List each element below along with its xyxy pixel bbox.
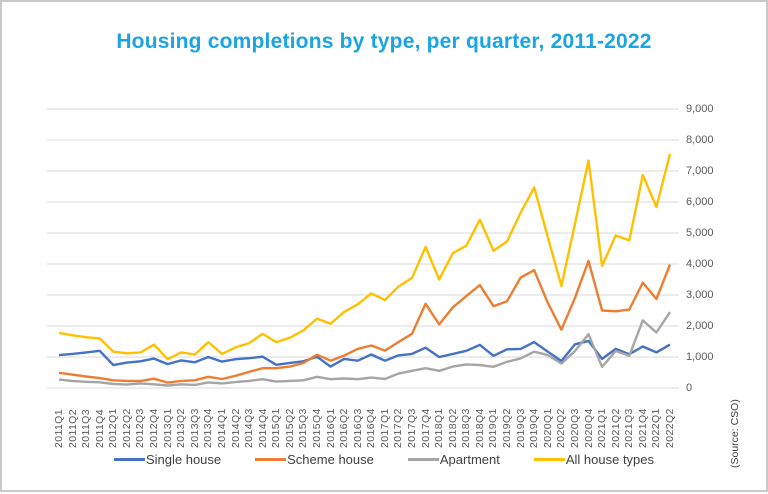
x-tick-label: 2011Q3 [80,409,93,448]
series-line-all-house-types [58,153,672,361]
x-tick-label: 2012Q2 [120,408,133,448]
y-tick-label: 2,000 [686,319,714,332]
x-tick-label: 2015Q3 [297,408,310,448]
y-tick-label: 3,000 [686,288,714,301]
x-tick-label: 2013Q1 [161,408,174,448]
legend-line-swatch [533,457,565,462]
x-tick-label: 2019Q2 [501,408,514,448]
x-tick-label: 2021Q4 [636,408,649,448]
y-tick-label: 4,000 [686,257,714,270]
x-tick-label: 2018Q2 [446,408,459,448]
x-tick-label: 2014Q1 [215,408,228,448]
x-tick-label: 2013Q3 [188,408,201,448]
source-note: (Source: CSO) [729,399,741,468]
y-tick-label: 6,000 [686,195,714,208]
legend-item-all-house-types: All house types [533,452,655,467]
x-tick-label: 2021Q3 [623,408,636,448]
x-tick-label: 2019Q3 [514,408,527,448]
y-tick-label: 7,000 [686,164,714,177]
x-tick-label: 2015Q4 [310,408,323,448]
x-tick-label: 2013Q4 [202,408,215,448]
x-tick-label: 2016Q2 [338,408,351,448]
x-tick-label: 2018Q3 [460,408,473,448]
y-tick-label: 5,000 [686,226,714,239]
x-tick-label: 2019Q4 [528,408,541,448]
x-tick-label: 2011Q2 [66,409,79,448]
x-tick-label: 2022Q2 [664,408,676,448]
x-tick-label: 2018Q4 [473,408,486,448]
x-tick-label: 2011Q1 [53,409,65,448]
x-tick-label: 2013Q2 [175,408,188,448]
series-line-apartment [58,311,671,387]
x-tick-label: 2020Q2 [555,408,568,448]
x-tick-label: 2012Q4 [148,408,161,448]
x-tick-label: 2020Q3 [568,408,581,448]
legend-label: All house types [565,452,655,467]
x-tick-label: 2015Q2 [283,408,296,448]
y-tick-label: 1,000 [686,350,714,363]
x-tick-label: 2017Q3 [406,408,419,448]
chart-title: Housing completions by type, per quarter… [116,30,652,53]
legend-label: Single house [145,452,222,467]
x-tick-label: 2014Q3 [243,408,256,448]
legend-label: Apartment [439,452,500,467]
x-tick-label: 2022Q1 [650,408,663,448]
x-tick-label: 2014Q4 [256,408,269,448]
x-tick-label: 2015Q1 [270,408,283,448]
x-tick-label: 2016Q4 [365,408,378,448]
x-tick-label: 2017Q2 [392,408,405,448]
y-tick-label: 0 [686,381,693,394]
x-tick-label: 2011Q4 [93,409,106,448]
series-line-scheme-house [58,259,672,384]
legend-item-apartment: Apartment [407,452,500,467]
x-tick-label: 2016Q1 [324,408,337,448]
x-tick-label: 2019Q1 [487,408,500,448]
x-tick-label: 2020Q1 [541,408,554,448]
chart-legend: Single house Scheme house Apartment All hou… [2,452,766,467]
legend-line-swatch [407,457,439,462]
x-tick-label: 2017Q1 [378,408,391,448]
x-tick-label: 2018Q1 [433,408,446,448]
x-tick-label: 2016Q3 [351,408,364,448]
legend-line-swatch [255,457,287,462]
x-tick-label: 2014Q2 [229,408,242,448]
legend-line-swatch [113,457,145,462]
x-tick-label: 2020Q4 [582,408,595,448]
legend-item-scheme-house: Scheme house [255,452,374,467]
y-tick-label: 8,000 [686,133,714,146]
x-tick-label: 2012Q3 [134,408,147,448]
x-tick-label: 2017Q4 [419,408,432,448]
y-tick-label: 9,000 [686,102,714,115]
x-tick-label: 2021Q1 [596,408,609,448]
x-tick-label: 2012Q1 [107,408,120,448]
legend-label: Scheme house [287,452,374,467]
series-line-single-house [58,339,671,368]
x-tick-label: 2021Q2 [609,408,622,448]
legend-item-single-house: Single house [113,452,222,467]
